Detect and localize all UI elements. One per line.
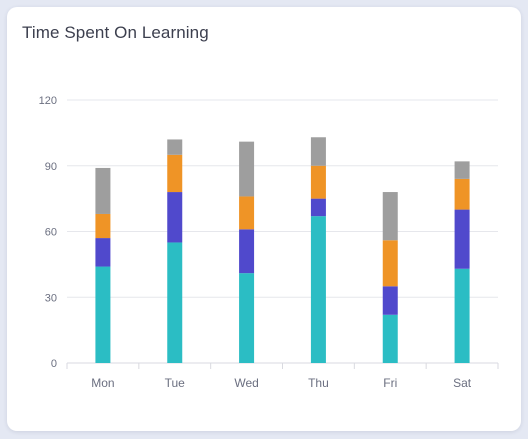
bar-segment-wed-2[interactable] — [239, 229, 255, 274]
bar-segment-tue-3[interactable] — [167, 154, 183, 193]
x-tick-label-sat: Sat — [453, 376, 472, 390]
bar-segment-sat-1[interactable] — [454, 268, 470, 363]
bar-segment-tue-2[interactable] — [167, 192, 183, 243]
bar-segment-wed-1[interactable] — [239, 273, 255, 363]
y-tick-label: 0 — [51, 358, 57, 370]
y-tick-label: 60 — [45, 227, 57, 239]
bar-segment-thu-3[interactable] — [310, 165, 326, 199]
bar-segment-mon-3[interactable] — [95, 213, 111, 239]
bar-segment-sat-4[interactable] — [454, 161, 470, 179]
bar-segment-wed-4[interactable] — [239, 141, 255, 197]
bar-segment-fri-2[interactable] — [382, 286, 398, 315]
bar-segment-thu-2[interactable] — [310, 198, 326, 217]
bar-segment-fri-3[interactable] — [382, 240, 398, 287]
x-tick-label-fri: Fri — [383, 376, 397, 390]
bar-segment-mon-1[interactable] — [95, 266, 111, 363]
x-tick-label-mon: Mon — [91, 376, 114, 390]
bar-segment-fri-4[interactable] — [382, 192, 398, 241]
stacked-bar-chart: 0 30 60 90 120 Mon Tue Wed Thu Fri Sat — [39, 95, 499, 390]
bar-segment-tue-1[interactable] — [167, 242, 183, 363]
bar-segment-thu-1[interactable] — [310, 216, 326, 363]
bar-segment-thu-4[interactable] — [310, 137, 326, 166]
bar-segment-wed-3[interactable] — [239, 196, 255, 230]
y-tick-label: 120 — [39, 95, 57, 107]
chart-title: Time Spent On Learning — [22, 23, 209, 42]
bar-segment-sat-2[interactable] — [454, 209, 470, 269]
bar-segment-tue-4[interactable] — [167, 139, 183, 155]
y-tick-label: 30 — [45, 292, 57, 304]
bar-segment-mon-2[interactable] — [95, 238, 111, 267]
y-tick-label: 90 — [45, 161, 57, 173]
bar-segment-sat-3[interactable] — [454, 178, 470, 210]
chart-card: Time Spent On Learning 0 30 60 90 120 Mon Tue W… — [7, 7, 521, 431]
bar-segment-mon-4[interactable] — [95, 167, 111, 214]
x-tick-label-wed: Wed — [234, 376, 258, 390]
x-tick-label-thu: Thu — [308, 376, 329, 390]
bar-segment-fri-1[interactable] — [382, 314, 398, 363]
x-tick-label-tue: Tue — [165, 376, 186, 390]
